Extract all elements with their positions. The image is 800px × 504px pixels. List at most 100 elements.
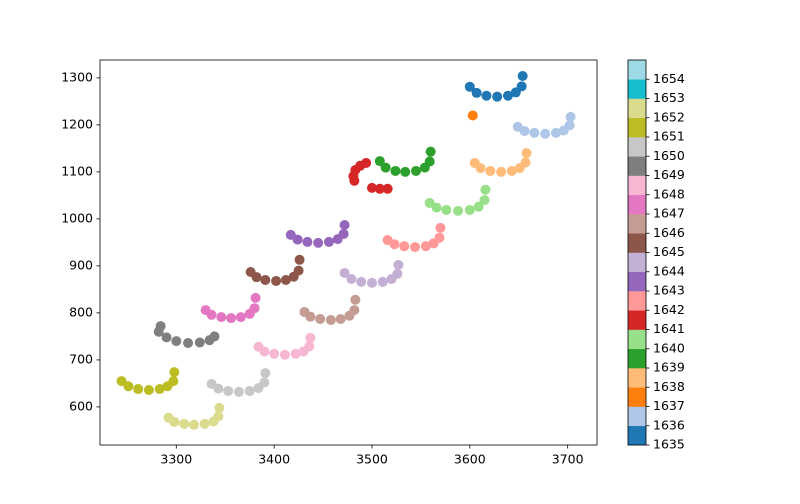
point <box>280 275 291 285</box>
point <box>213 411 224 422</box>
colorbar-segment <box>628 137 646 157</box>
point <box>420 241 431 252</box>
colorbar-segment <box>628 156 646 176</box>
point <box>529 127 540 138</box>
y-tick-label: 900 <box>69 257 93 272</box>
y-tick-label: 1000 <box>61 210 93 225</box>
point <box>392 268 403 279</box>
point <box>259 346 270 357</box>
point <box>233 386 244 397</box>
point <box>339 220 350 230</box>
point <box>223 385 234 396</box>
colorbar-tick-label: 1638 <box>653 379 685 394</box>
point <box>161 332 172 343</box>
point <box>339 267 350 278</box>
colorbar-tick-label: 1654 <box>653 71 685 86</box>
point <box>313 237 324 248</box>
point <box>251 272 262 283</box>
point <box>356 276 367 287</box>
point <box>506 165 517 176</box>
point <box>315 314 326 325</box>
point <box>154 384 165 395</box>
point <box>290 348 301 359</box>
point <box>453 205 464 216</box>
point <box>464 204 475 215</box>
y-tick-label: 1100 <box>61 163 93 178</box>
point <box>226 313 237 324</box>
colorbar-segment <box>628 60 646 80</box>
point <box>250 292 261 303</box>
point <box>540 128 551 139</box>
point <box>171 336 182 347</box>
point <box>349 175 360 186</box>
point <box>485 165 496 176</box>
point <box>350 294 361 305</box>
colorbar-tick-label: 1646 <box>653 225 685 240</box>
point <box>168 376 179 387</box>
point <box>464 81 475 92</box>
point <box>199 418 210 429</box>
colorbar-tick-label: 1645 <box>653 244 685 259</box>
colorbar-tick-label: 1641 <box>653 321 685 336</box>
point <box>521 148 532 159</box>
colorbar-segment <box>628 329 646 350</box>
point <box>209 331 220 342</box>
point <box>424 156 435 167</box>
point <box>216 312 227 323</box>
point <box>323 236 334 247</box>
y-tick-label: 1300 <box>61 69 93 84</box>
point <box>475 163 486 174</box>
colorbar-segment <box>628 271 646 292</box>
point <box>302 236 313 247</box>
point <box>249 303 260 314</box>
point <box>279 349 290 360</box>
colorbar-segment <box>628 291 646 311</box>
point <box>133 384 144 395</box>
colorbar-tick-label: 1648 <box>653 186 685 201</box>
x-tick-label: 3400 <box>258 452 290 467</box>
colorbar-tick-label: 1644 <box>653 263 685 278</box>
y-tick-label: 800 <box>69 304 93 319</box>
point <box>123 381 134 392</box>
colorbar-segment <box>628 310 646 330</box>
point <box>213 383 224 394</box>
axes-frame <box>99 59 598 446</box>
point <box>169 367 180 378</box>
point <box>473 201 484 212</box>
colorbar-tick-label: 1643 <box>653 283 685 298</box>
colorbar-tick-label: 1652 <box>653 109 685 124</box>
colorbar-tick-label: 1637 <box>653 398 685 413</box>
point <box>305 332 316 343</box>
colorbar-segment <box>628 117 646 138</box>
point <box>425 146 436 157</box>
point <box>400 166 411 177</box>
point <box>143 385 154 395</box>
point <box>564 120 575 131</box>
point <box>292 234 303 245</box>
point <box>516 81 527 92</box>
point <box>374 183 385 194</box>
colorbar-tick-label: 1650 <box>653 148 685 163</box>
y-tick-label: 600 <box>69 398 93 413</box>
point <box>188 419 199 430</box>
colorbar-tick-label: 1642 <box>653 302 685 317</box>
colorbar-tick-label: 1647 <box>653 206 685 221</box>
point <box>410 242 421 253</box>
point <box>496 166 507 177</box>
point <box>382 183 393 194</box>
point <box>169 416 180 427</box>
point <box>214 402 225 413</box>
colorbar-tick-label: 1640 <box>653 340 685 355</box>
point <box>179 418 190 429</box>
colorbar-segment <box>628 79 646 99</box>
point <box>194 337 205 348</box>
x-tick-label: 3700 <box>552 452 584 467</box>
point <box>471 87 482 98</box>
colorbar-segment <box>628 233 646 253</box>
point <box>305 311 316 322</box>
colorbar-segment <box>628 387 646 407</box>
colorbar-tick-label: 1639 <box>653 360 685 375</box>
colorbar-segment <box>628 98 646 119</box>
colorbar-segment <box>628 425 646 446</box>
